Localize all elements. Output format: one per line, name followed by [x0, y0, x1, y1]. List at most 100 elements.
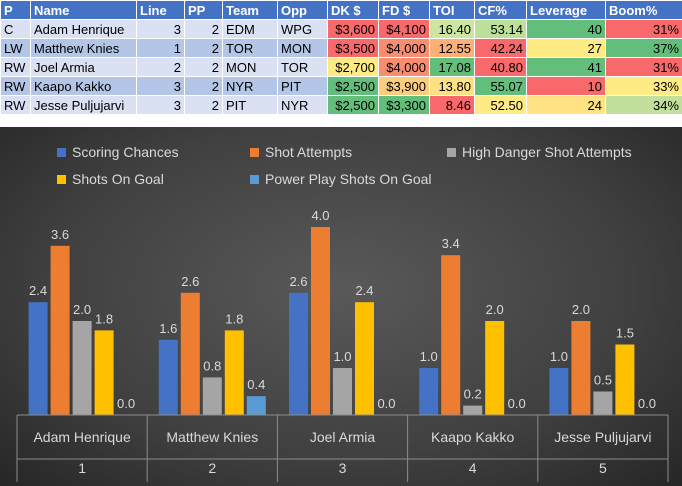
legend-item-scoring-chances[interactable]: Scoring Chances — [57, 144, 179, 160]
header-line[interactable]: Line — [136, 0, 185, 20]
cell-line: 3 — [136, 95, 185, 115]
bar-scoring-chances-2[interactable] — [158, 339, 178, 415]
cell-toi: 13.80 — [429, 76, 475, 96]
cell-line: 3 — [136, 19, 185, 39]
table-row[interactable]: RW Joel Armia 2 2 MON TOR $2,700 $4,000 … — [0, 57, 682, 77]
legend-label: High Danger Shot Attempts — [462, 144, 632, 160]
header-cf[interactable]: CF% — [474, 0, 527, 20]
cell-name: Jesse Puljujarvi — [30, 95, 137, 115]
cell-cf: 40.80 — [474, 57, 527, 77]
data-label-high-danger-shot-attempts-3: 1.0 — [333, 349, 351, 364]
cell-cf: 52.50 — [474, 95, 527, 115]
cell-toi: 8.46 — [429, 95, 475, 115]
header-opp[interactable]: Opp — [277, 0, 328, 20]
data-label-shots-on-goal-5: 1.5 — [616, 326, 634, 341]
cell-pp: 2 — [184, 76, 223, 96]
cell-toi: 16.40 — [429, 19, 475, 39]
x-tick-label: Adam Henrique — [33, 429, 130, 445]
cell-name: Adam Henrique — [30, 19, 137, 39]
bar-chart-canvas: Scoring Chances Shot Attempts High Danger … — [16, 144, 669, 482]
data-label-scoring-chances-4: 1.0 — [420, 349, 438, 364]
table-row[interactable]: RW Jesse Puljujarvi 3 2 PIT NYR $2,500 $… — [0, 95, 682, 115]
chart-category-axis: Adam Henrique 1 Matthew Knies 2 Joel Armia 3 K… — [16, 414, 669, 482]
cell-leverage: 41 — [526, 57, 606, 77]
header-boom[interactable]: Boom% — [605, 0, 682, 20]
bar-shot-attempts-3[interactable] — [311, 227, 330, 415]
chart-data-labels: 2.4 3.6 2.0 1.8 0.0 1.6 2.6 0.8 1.8 0.4 2.6 4.0 1.0 2… — [29, 208, 656, 411]
cell-line: 3 — [136, 76, 185, 96]
header-pp[interactable]: PP — [184, 0, 223, 20]
cell-team: PIT — [222, 95, 278, 115]
cell-toi: 17.08 — [429, 57, 475, 77]
cell-leverage: 27 — [526, 38, 606, 58]
cell-toi: 12.55 — [429, 38, 475, 58]
bar-high-danger-shot-attempts-4[interactable] — [463, 405, 483, 415]
bar-shot-attempts-2[interactable] — [180, 292, 200, 415]
bar-shots-on-goal-2[interactable] — [224, 330, 244, 415]
cell-opp: PIT — [277, 76, 328, 96]
data-label-scoring-chances-1: 2.4 — [29, 283, 47, 298]
x-tick-label: Matthew Knies — [166, 429, 258, 445]
legend-item-high-danger-shot-attempts[interactable]: High Danger Shot Attempts — [447, 144, 632, 160]
table-row[interactable]: LW Matthew Knies 1 2 TOR MON $3,500 $4,0… — [0, 38, 682, 58]
bar-shot-attempts-5[interactable] — [571, 321, 591, 415]
cell-name: Joel Armia — [30, 57, 137, 77]
data-label-shot-attempts-5: 2.0 — [572, 302, 590, 317]
legend-item-shots-on-goal[interactable]: Shots On Goal — [57, 171, 164, 187]
table-header-row: P Name Line PP Team Opp DK $ FD $ TOI CF… — [0, 0, 682, 20]
bar-shots-on-goal-3[interactable] — [355, 302, 374, 415]
bar-chart: Scoring Chances Shot Attempts High Danger … — [0, 127, 682, 486]
bar-high-danger-shot-attempts-2[interactable] — [202, 377, 222, 415]
cell-leverage: 40 — [526, 19, 606, 39]
header-fd[interactable]: FD $ — [378, 0, 430, 20]
legend-swatch — [250, 148, 259, 157]
player-table: P Name Line PP Team Opp DK $ FD $ TOI CF… — [0, 0, 682, 115]
header-leverage[interactable]: Leverage — [526, 0, 606, 20]
bar-shot-attempts-1[interactable] — [50, 245, 70, 415]
x-tick-label: Jesse Puljujarvi — [554, 429, 651, 445]
data-label-high-danger-shot-attempts-5: 0.5 — [594, 373, 612, 388]
cell-name: Kaapo Kakko — [30, 76, 137, 96]
data-label-shot-attempts-3: 4.0 — [311, 208, 329, 223]
data-label-power-play-shots-on-goal-5: 0.0 — [638, 396, 656, 411]
bar-scoring-chances-4[interactable] — [419, 368, 439, 415]
header-name[interactable]: Name — [30, 0, 137, 20]
bar-shot-attempts-4[interactable] — [441, 255, 461, 415]
bar-scoring-chances-5[interactable] — [549, 368, 569, 415]
bar-scoring-chances-3[interactable] — [289, 292, 308, 415]
bar-shots-on-goal-4[interactable] — [485, 321, 505, 415]
cell-team: EDM — [222, 19, 278, 39]
bar-high-danger-shot-attempts-3[interactable] — [333, 368, 352, 415]
bar-scoring-chances-1[interactable] — [28, 302, 48, 415]
cell-dk: $2,700 — [327, 57, 379, 77]
legend-swatch — [447, 148, 456, 157]
header-toi[interactable]: TOI — [429, 0, 475, 20]
legend-item-shot-attempts[interactable]: Shot Attempts — [250, 144, 352, 160]
cell-team: TOR — [222, 38, 278, 58]
table-row[interactable]: C Adam Henrique 3 2 EDM WPG $3,600 $4,10… — [0, 19, 682, 39]
bar-high-danger-shot-attempts-5[interactable] — [593, 391, 613, 416]
data-label-shots-on-goal-2: 1.8 — [225, 311, 243, 326]
legend-swatch — [57, 175, 66, 184]
data-label-shots-on-goal-1: 1.8 — [95, 311, 113, 326]
cell-boom: 33% — [605, 76, 682, 96]
bar-power-play-shots-on-goal-2[interactable] — [246, 396, 266, 415]
bar-shots-on-goal-5[interactable] — [615, 344, 635, 416]
chart-bars — [28, 227, 635, 416]
cell-pp: 2 — [184, 57, 223, 77]
x-tick-number: 2 — [208, 460, 216, 476]
x-tick-number: 4 — [469, 460, 477, 476]
data-label-shot-attempts-4: 3.4 — [442, 236, 460, 251]
legend-item-power-play-shots-on-goal[interactable]: Power Play Shots On Goal — [250, 171, 432, 187]
x-tick-label: Kaapo Kakko — [431, 429, 514, 445]
bar-shots-on-goal-1[interactable] — [94, 330, 114, 415]
table-row[interactable]: RW Kaapo Kakko 3 2 NYR PIT $2,500 $3,900… — [0, 76, 682, 96]
cell-boom: 34% — [605, 95, 682, 115]
x-tick-number: 5 — [599, 460, 607, 476]
cell-position: RW — [0, 57, 31, 77]
header-team[interactable]: Team — [222, 0, 278, 20]
header-dk[interactable]: DK $ — [327, 0, 379, 20]
bar-high-danger-shot-attempts-1[interactable] — [72, 321, 92, 415]
cell-fd: $3,900 — [378, 76, 430, 96]
header-p[interactable]: P — [0, 0, 31, 20]
